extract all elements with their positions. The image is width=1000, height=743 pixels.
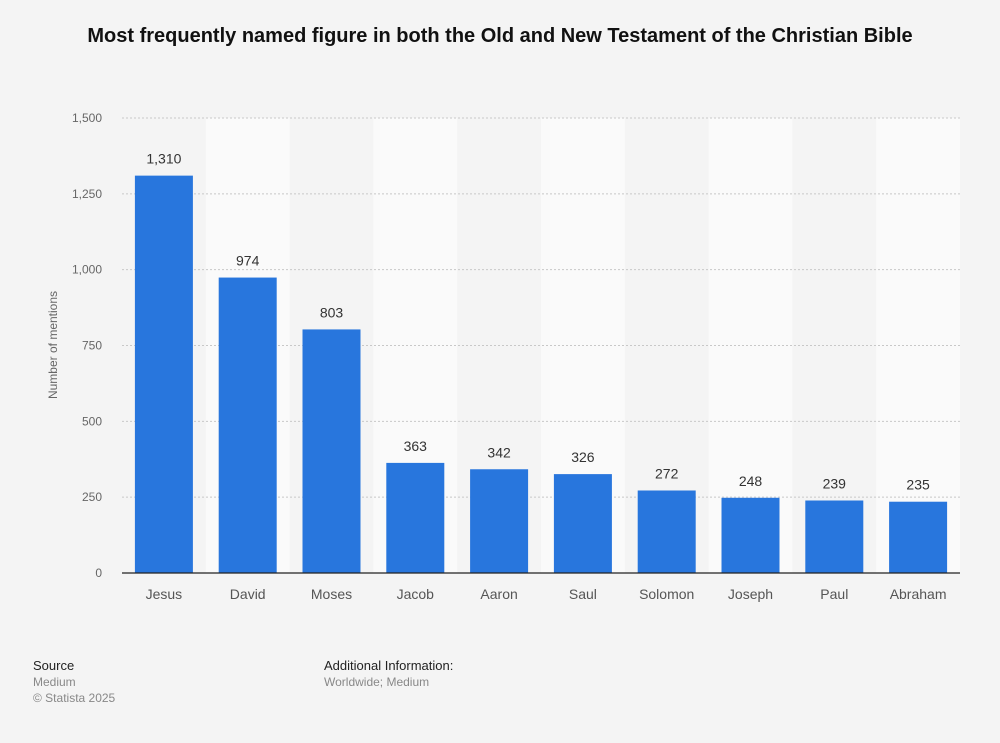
source-heading: Source [33, 658, 75, 673]
x-tick-label: David [230, 586, 266, 602]
x-tick-label: Jacob [397, 586, 435, 602]
bar-abraham [889, 501, 948, 573]
bar-jacob [386, 462, 445, 573]
y-tick-label: 500 [82, 414, 102, 428]
data-label: 342 [487, 444, 511, 460]
y-tick-label: 1,500 [72, 111, 102, 125]
y-tick-label: 750 [82, 339, 102, 353]
data-label: 248 [739, 473, 763, 489]
bar-david [218, 277, 277, 573]
y-tick-label: 250 [82, 490, 102, 504]
data-label: 363 [404, 438, 428, 454]
data-label: 1,310 [146, 151, 181, 167]
bar-chart: 0 250 500 750 1,000 1,250 1,500 1,310 Jesus 974 Da… [46, 111, 960, 602]
x-tick-label: Aaron [480, 586, 517, 602]
x-tick-label: Saul [569, 586, 597, 602]
x-tick-label: Jesus [146, 586, 183, 602]
source-block: Source Medium © Statista 2025 [33, 658, 115, 706]
data-label: 239 [823, 476, 847, 492]
y-tick-label: 0 [95, 566, 102, 580]
x-tick-label: Abraham [890, 586, 947, 602]
x-tick-label: Joseph [728, 586, 773, 602]
bar-jesus [134, 175, 193, 573]
bar-joseph [721, 497, 780, 573]
x-tick-label: Solomon [639, 586, 694, 602]
bar-moses [302, 329, 361, 573]
bar-paul [805, 500, 864, 573]
bar-aaron [470, 469, 529, 573]
data-label: 974 [236, 253, 260, 269]
x-tick-label: Paul [820, 586, 848, 602]
data-label: 235 [906, 477, 930, 493]
y-tick-label: 1,250 [72, 187, 102, 201]
additional-info-block: Additional Information: Worldwide; Mediu… [324, 658, 453, 690]
data-label: 272 [655, 465, 679, 481]
copyright: © Statista 2025 [33, 691, 116, 705]
x-tick-label: Moses [311, 586, 352, 602]
data-label: 803 [320, 304, 344, 320]
data-label: 326 [571, 449, 595, 465]
additional-info-heading: Additional Information: [324, 658, 454, 673]
y-tick-label: 1,000 [72, 263, 102, 277]
additional-info-text: Worldwide; Medium [324, 675, 430, 689]
chart-title: Most frequently named figure in both the… [87, 25, 913, 47]
y-axis-label: Number of mentions [46, 291, 60, 399]
bar-saul [553, 474, 612, 573]
source-line: Medium [33, 675, 76, 689]
bar-solomon [637, 490, 696, 573]
